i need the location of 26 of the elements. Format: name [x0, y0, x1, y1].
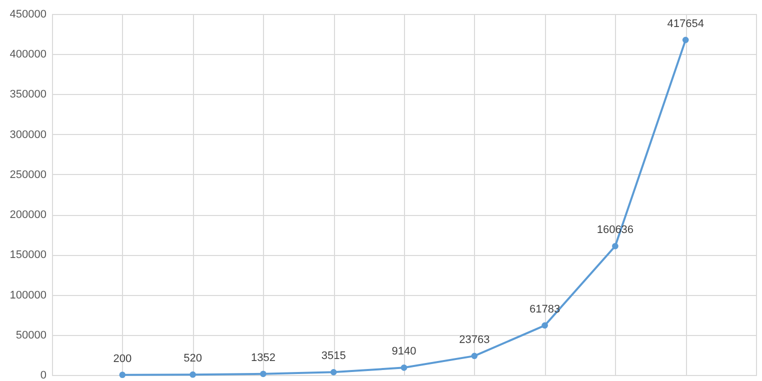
y-tick-label: 0	[40, 370, 46, 381]
data-label: 9140	[392, 346, 416, 358]
y-tick-label: 200000	[10, 209, 46, 222]
point	[612, 242, 618, 250]
y-tick-label: 450000	[10, 8, 46, 20]
data-label: 3515	[321, 350, 346, 362]
y-tick-label: 400000	[10, 48, 46, 61]
y-tick-label: 100000	[10, 289, 46, 302]
point	[190, 371, 196, 378]
y-tick-label: 50000	[16, 329, 46, 342]
point	[682, 36, 689, 44]
point	[330, 369, 337, 376]
data-label: 1352	[250, 352, 276, 364]
point	[260, 370, 266, 378]
point	[542, 322, 548, 329]
data-label: 200	[113, 352, 132, 365]
point	[471, 352, 478, 360]
point	[400, 364, 408, 371]
y-tick-label: 250000	[10, 168, 46, 181]
data-label: 417654	[667, 18, 704, 30]
y-tick-label: 150000	[10, 249, 46, 262]
data-label: 520	[184, 352, 202, 365]
y-tick-label: 300000	[10, 128, 46, 141]
y-tick-label: 350000	[10, 88, 46, 101]
data-label: 23763	[459, 334, 490, 346]
point	[119, 372, 126, 378]
